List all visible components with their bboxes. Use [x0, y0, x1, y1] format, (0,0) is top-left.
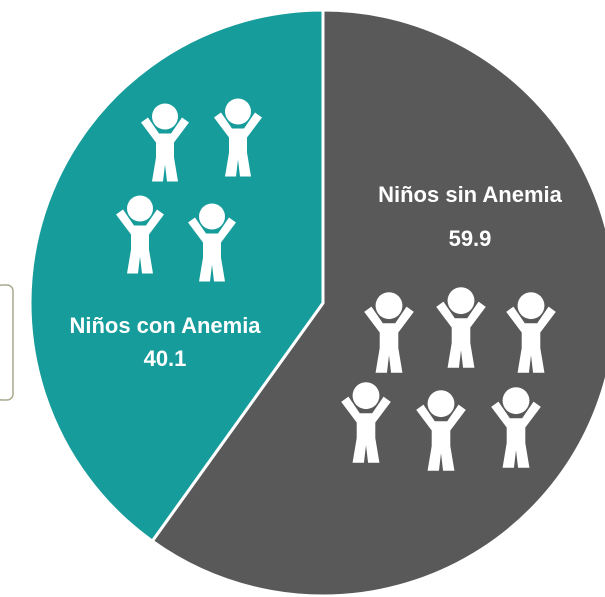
- slice-label: Niños con Anemia: [69, 313, 261, 338]
- side-box: [0, 284, 14, 401]
- slice-label: Niños sin Anemia: [378, 182, 563, 207]
- slice-value: 40.1: [144, 346, 187, 371]
- pie-slice: [28, 8, 325, 543]
- slice-value: 59.9: [449, 226, 492, 251]
